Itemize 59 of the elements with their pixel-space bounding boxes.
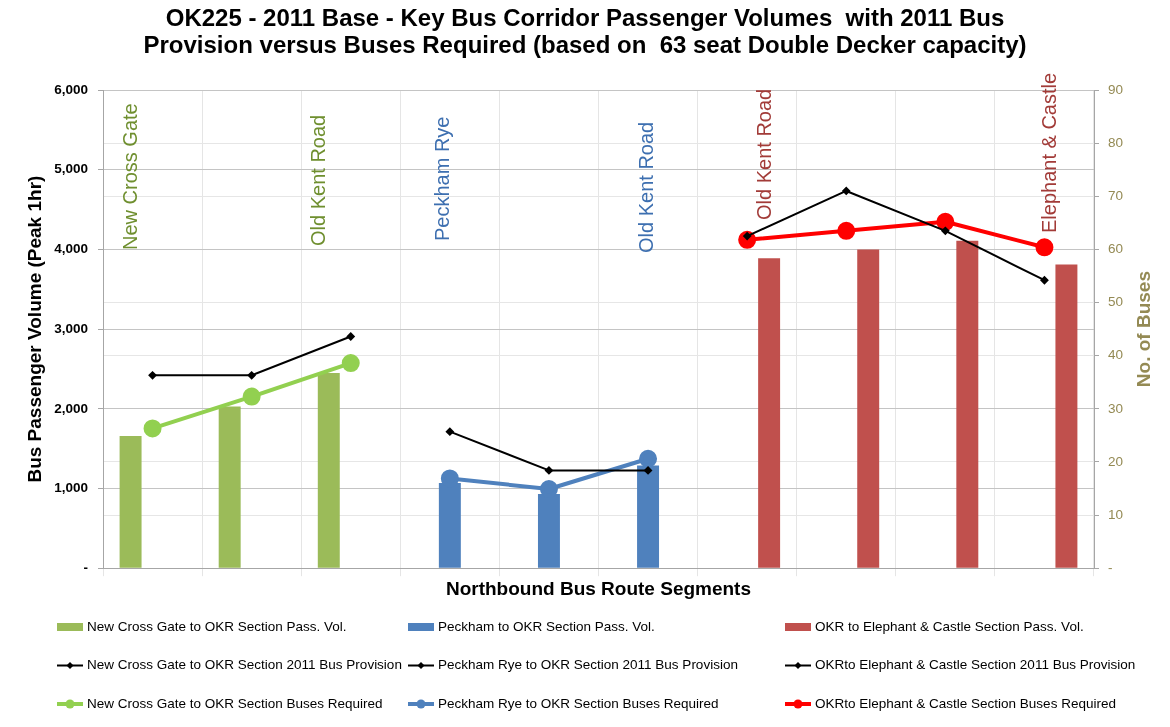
y2-tick-label: 80 [1108,134,1124,150]
point [341,354,360,373]
bar [758,258,781,568]
legend-label: New Cross Gate to OKR Section 2011 Bus Provision [87,657,402,673]
y-tick-label: 6,000 [54,81,88,97]
y-tick-label: 3,000 [54,320,88,336]
legend-label: Peckham Rye to OKR Section 2011 Bus Provision [438,657,738,673]
point [247,371,256,380]
y2-tick-label: 70 [1108,187,1124,203]
annotation: Peckham Rye [431,116,454,241]
y-tick-label: 5,000 [54,161,88,177]
legend-label: OKR to Elephant & Castle Section Pass. Vol. [815,618,1084,634]
point [242,387,261,406]
legend-label: OKRto Elephant & Castle Section Buses Required [815,695,1116,711]
point [143,419,162,438]
y-tick-label: - [83,559,88,575]
bar [1055,264,1078,568]
point [639,449,658,468]
y-tick-label: 2,000 [54,400,88,416]
y2-tick-label: - [1108,559,1113,575]
y2-tick-label: 60 [1108,241,1124,257]
bar [218,406,241,568]
y2-tick-label: 10 [1108,506,1124,522]
annotation: Old Kent Road [752,88,775,220]
point [544,466,553,475]
bar [119,435,142,568]
point [445,427,454,436]
point [346,332,355,341]
annotation: Elephant & Castle [1037,72,1060,233]
y-axis-title: Bus Passenger Volume (Peak 1hr) [23,175,45,483]
point [1035,238,1054,257]
annotation: Old Kent Road [634,121,657,253]
legend-label: New Cross Gate to OKR Section Buses Required [87,695,383,711]
y2-tick-label: 50 [1108,294,1124,310]
y2-tick-label: 40 [1108,347,1124,363]
bar [857,249,880,568]
bar [956,240,979,568]
y2-tick-label: 20 [1108,453,1124,469]
chart-title: OK225 - 2011 Base - Key Bus Corridor Passenger Volumes with 2011 Bus Provision versus Buses Required (based on 63 seat Double Decker capacity) [143,4,1027,59]
y-tick-label: 4,000 [54,241,88,257]
bar [317,372,340,568]
annotation: Old Kent Road [307,114,330,246]
point [941,226,950,235]
point [936,212,955,231]
legend-label: Peckham Rye to OKR Section Buses Required [438,695,719,711]
point [842,186,851,195]
legend-label: Peckham to OKR Section Pass. Vol. [438,618,655,634]
point [148,371,157,380]
point [644,466,653,475]
x-axis-title: Northbound Bus Route Segments [445,577,752,599]
legend-label: OKRto Elephant & Castle Section 2011 Bus Provision [815,657,1136,673]
point [1040,276,1049,285]
y2-tick-label: 30 [1108,400,1124,416]
legend-label: New Cross Gate to OKR Section Pass. Vol. [87,618,347,634]
annotation: New Cross Gate [119,103,142,250]
y2-tick-label: 90 [1108,81,1124,97]
point [837,221,856,240]
y-tick-label: 1,000 [54,480,88,496]
y2-axis-title: No. of Buses [1133,271,1155,388]
